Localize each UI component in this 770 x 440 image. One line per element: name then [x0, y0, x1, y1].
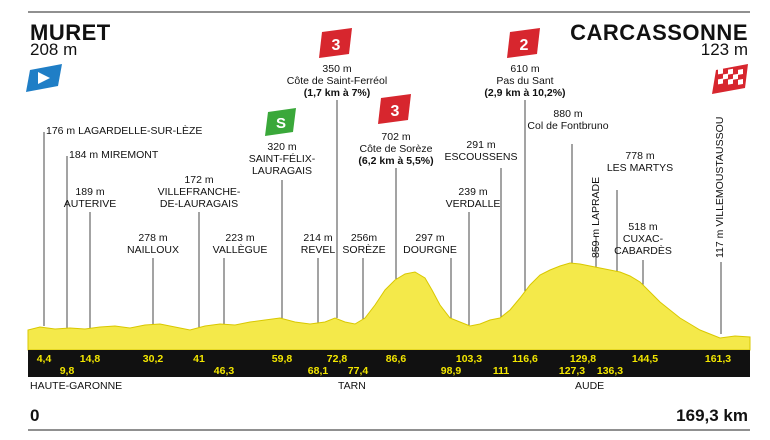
climb-cat-label-3: 2: [520, 37, 529, 54]
place-villemoustaussou: 117 m VILLEMOUSTAUSSOU: [714, 116, 726, 258]
climb-cat-label-2: 3: [391, 103, 400, 120]
start-flag-icon: [26, 64, 62, 92]
place-villefranche: 172 m VILLEFRANCHE- DE-LAURAGAIS: [157, 174, 241, 210]
region-aude: AUDE: [575, 380, 605, 392]
climb-label-pas-du-sant: 610 m Pas du Sant (2,9 km à 10,2%): [484, 63, 566, 99]
start-town: MURET: [30, 20, 111, 45]
km-mark: 4,4: [36, 353, 52, 365]
sprint-badge-label: S: [276, 115, 286, 132]
finish-altitude: 123 m: [700, 40, 748, 59]
km-mark: 144,5: [631, 353, 659, 365]
start-altitude: 208 m: [30, 40, 78, 59]
km-mark: 129,8: [569, 353, 597, 365]
km-mark: 103,3: [455, 353, 483, 365]
place-dourgne: 297 m DOURGNE: [403, 232, 457, 256]
place-revel: 214 m REVEL: [300, 232, 336, 256]
km-mark: 59,8: [271, 353, 293, 365]
place-miremont: 184 m MIREMONT: [69, 149, 159, 161]
region-tarn: TARN: [338, 380, 366, 392]
place-vallegue: 223 m VALLÈGUE: [212, 232, 268, 256]
km-mark: 86,6: [385, 353, 407, 365]
elevation-profile: [27, 262, 751, 351]
leader-lines: [43, 100, 722, 334]
place-les-martys: 778 m LES MARTYS: [606, 150, 674, 174]
finish-flag-icon: [712, 64, 748, 94]
place-cuxac: 518 m CUXAC- CABARDÈS: [614, 221, 672, 257]
km-mark: 41: [193, 353, 205, 365]
km-mark: 127,3: [558, 365, 586, 377]
finish-town: CARCASSONNE: [570, 20, 748, 45]
km-mark: 30,2: [142, 353, 164, 365]
climb-category-badge-icon: 2: [507, 28, 540, 58]
place-laprade: 859 m LAPRADE: [590, 176, 602, 258]
place-soreze: 256m SORÈZE: [342, 232, 386, 256]
place-lagardelle: 176 m LAGARDELLE-SUR-LÈZE: [46, 125, 203, 137]
km-mark: 72,8: [326, 353, 348, 365]
place-escoussens: 291 m ESCOUSSENS: [444, 139, 518, 163]
sprint-label: 320 m SAINT-FÉLIX- LAURAGAIS: [248, 141, 316, 177]
km-mark: 116,6: [512, 353, 538, 365]
km-mark: 161,3: [704, 353, 732, 365]
place-nailloux: 278 m NAILLOUX: [127, 232, 179, 256]
climb-label-soreze: 702 m Côte de Sorèze (6,2 km à 5,5%): [358, 131, 434, 167]
place-auterive: 189 m AUTERIVE: [63, 186, 117, 210]
km-mark: 98,9: [440, 365, 462, 377]
km-mark: 136,3: [596, 365, 624, 377]
climb-category-badge-icon: 3: [319, 28, 352, 58]
climb-category-badge-icon: 3: [378, 94, 411, 124]
climb-cat-label-1: 3: [332, 37, 341, 54]
km-mark: 77,4: [347, 365, 369, 377]
place-fontbruno: 880 m Col de Fontbruno: [527, 108, 609, 132]
sprint-badge-icon: S: [265, 108, 296, 136]
km-mark: 46,3: [213, 365, 235, 377]
km-band: [28, 350, 750, 377]
km-mark: 14,8: [79, 353, 101, 365]
place-verdalle: 239 m VERDALLE: [445, 186, 501, 210]
region-haute-garonne: HAUTE-GARONNE: [30, 380, 123, 392]
distance-start: 0: [30, 406, 40, 425]
climb-label-saint-ferreol: 350 m Côte de Saint-Ferréol (1,7 km à 7%…: [286, 63, 388, 99]
distance-end: 169,3 km: [676, 406, 748, 425]
km-mark: 68,1: [307, 365, 329, 377]
km-mark: 111: [492, 365, 510, 377]
km-mark: 9,8: [59, 365, 75, 377]
